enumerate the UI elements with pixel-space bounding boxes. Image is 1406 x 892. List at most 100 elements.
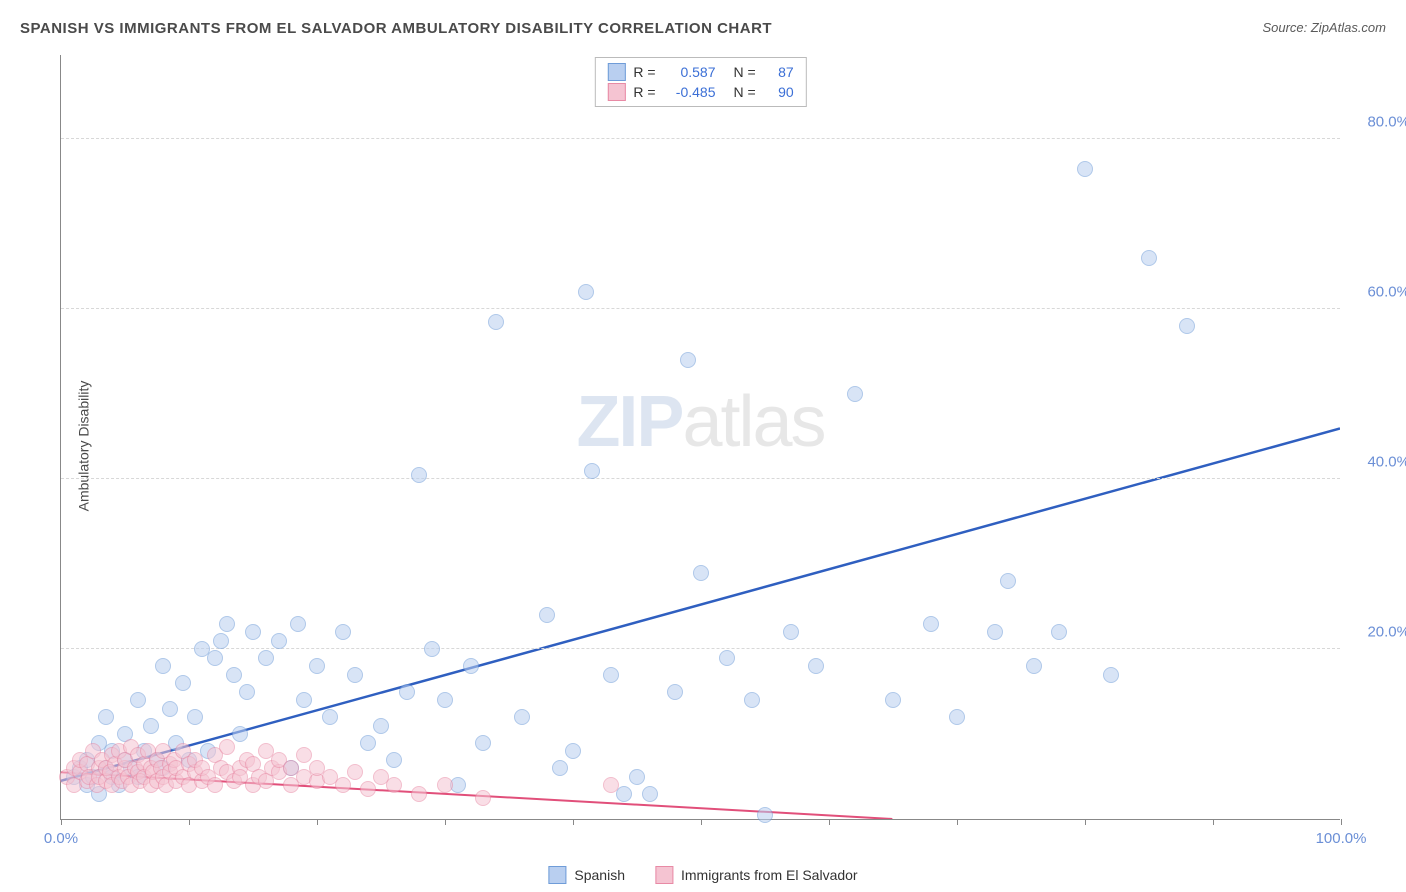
data-point [411, 786, 427, 802]
data-point [987, 624, 1003, 640]
x-tick-label: 100.0% [1316, 830, 1367, 847]
y-tick-label: 80.0% [1350, 114, 1406, 131]
gridline-h [61, 308, 1340, 309]
data-point [360, 781, 376, 797]
data-point [175, 675, 191, 691]
stat-r-label: R = [633, 84, 655, 100]
stats-swatch [607, 63, 625, 81]
data-point [667, 684, 683, 700]
data-point [578, 284, 594, 300]
stats-row: R =-0.485N =90 [607, 82, 793, 102]
data-point [219, 616, 235, 632]
data-point [309, 658, 325, 674]
data-point [155, 658, 171, 674]
data-point [923, 616, 939, 632]
x-tick-mark [701, 819, 702, 825]
stat-n-label: N = [734, 84, 756, 100]
data-point [386, 752, 402, 768]
data-point [130, 692, 146, 708]
x-tick-mark [189, 819, 190, 825]
data-point [629, 769, 645, 785]
data-point [1051, 624, 1067, 640]
x-tick-mark [957, 819, 958, 825]
data-point [847, 386, 863, 402]
data-point [207, 650, 223, 666]
data-point [322, 709, 338, 725]
data-point [680, 352, 696, 368]
data-point [162, 701, 178, 717]
data-point [488, 314, 504, 330]
data-point [475, 735, 491, 751]
x-tick-mark [829, 819, 830, 825]
data-point [347, 764, 363, 780]
data-point [290, 616, 306, 632]
data-point [437, 692, 453, 708]
x-tick-mark [1085, 819, 1086, 825]
x-tick-mark [1341, 819, 1342, 825]
x-tick-mark [445, 819, 446, 825]
x-tick-mark [61, 819, 62, 825]
data-point [539, 607, 555, 623]
data-point [296, 747, 312, 763]
data-point [1141, 250, 1157, 266]
data-point [565, 743, 581, 759]
data-point [584, 463, 600, 479]
data-point [399, 684, 415, 700]
correlation-stats-box: R =0.587N =87R =-0.485N =90 [594, 57, 806, 107]
data-point [1077, 161, 1093, 177]
data-point [808, 658, 824, 674]
y-tick-label: 40.0% [1350, 454, 1406, 471]
data-point [373, 718, 389, 734]
data-point [719, 650, 735, 666]
legend-swatch [655, 866, 673, 884]
y-tick-label: 20.0% [1350, 624, 1406, 641]
x-tick-mark [317, 819, 318, 825]
gridline-h [61, 648, 1340, 649]
data-point [642, 786, 658, 802]
data-point [213, 633, 229, 649]
data-point [603, 777, 619, 793]
data-point [245, 624, 261, 640]
data-point [226, 667, 242, 683]
data-point [693, 565, 709, 581]
legend-item: Immigrants from El Salvador [655, 866, 858, 884]
gridline-h [61, 478, 1340, 479]
data-point [514, 709, 530, 725]
legend-label: Spanish [574, 867, 625, 883]
source-prefix: Source: [1262, 20, 1310, 35]
x-tick-label: 0.0% [44, 830, 78, 847]
legend-label: Immigrants from El Salvador [681, 867, 858, 883]
x-tick-mark [573, 819, 574, 825]
watermark-atlas: atlas [682, 382, 824, 462]
data-point [1103, 667, 1119, 683]
stats-row: R =0.587N =87 [607, 62, 793, 82]
data-point [296, 692, 312, 708]
data-point [463, 658, 479, 674]
data-point [1179, 318, 1195, 334]
data-point [271, 633, 287, 649]
data-point [949, 709, 965, 725]
stat-n-value: 90 [764, 84, 794, 100]
y-tick-label: 60.0% [1350, 284, 1406, 301]
data-point [603, 667, 619, 683]
legend-swatch [548, 866, 566, 884]
data-point [219, 739, 235, 755]
data-point [744, 692, 760, 708]
chart-title: SPANISH VS IMMIGRANTS FROM EL SALVADOR A… [20, 20, 772, 37]
data-point [1000, 573, 1016, 589]
data-point [437, 777, 453, 793]
gridline-h [61, 138, 1340, 139]
data-point [258, 650, 274, 666]
stat-n-value: 87 [764, 64, 794, 80]
data-point [386, 777, 402, 793]
data-point [1026, 658, 1042, 674]
watermark-text: ZIPatlas [576, 381, 824, 463]
data-point [335, 624, 351, 640]
data-point [360, 735, 376, 751]
data-point [783, 624, 799, 640]
stat-r-label: R = [633, 64, 655, 80]
data-point [239, 684, 255, 700]
stats-swatch [607, 83, 625, 101]
data-point [757, 807, 773, 823]
source-attribution: Source: ZipAtlas.com [1262, 20, 1386, 35]
